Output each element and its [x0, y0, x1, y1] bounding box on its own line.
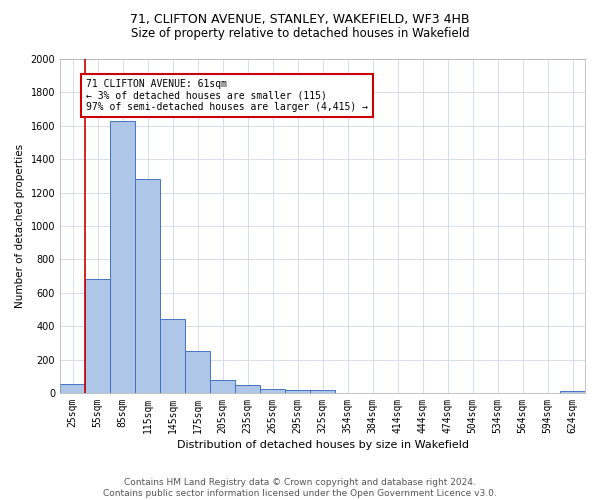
Text: Size of property relative to detached houses in Wakefield: Size of property relative to detached ho…	[131, 28, 469, 40]
Bar	[110, 121, 135, 393]
Bar	[260, 389, 285, 393]
Bar	[235, 386, 260, 393]
Text: Contains HM Land Registry data © Crown copyright and database right 2024.
Contai: Contains HM Land Registry data © Crown c…	[103, 478, 497, 498]
Bar	[560, 392, 585, 393]
Bar	[160, 320, 185, 393]
Bar	[310, 390, 335, 393]
Bar	[185, 351, 210, 393]
Bar	[135, 179, 160, 393]
Bar	[60, 384, 85, 393]
Bar	[85, 280, 110, 393]
Bar	[210, 380, 235, 393]
Y-axis label: Number of detached properties: Number of detached properties	[15, 144, 25, 308]
Text: 71, CLIFTON AVENUE, STANLEY, WAKEFIELD, WF3 4HB: 71, CLIFTON AVENUE, STANLEY, WAKEFIELD, …	[130, 12, 470, 26]
Bar	[285, 390, 310, 393]
X-axis label: Distribution of detached houses by size in Wakefield: Distribution of detached houses by size …	[176, 440, 469, 450]
Text: 71 CLIFTON AVENUE: 61sqm
← 3% of detached houses are smaller (115)
97% of semi-d: 71 CLIFTON AVENUE: 61sqm ← 3% of detache…	[86, 79, 368, 112]
